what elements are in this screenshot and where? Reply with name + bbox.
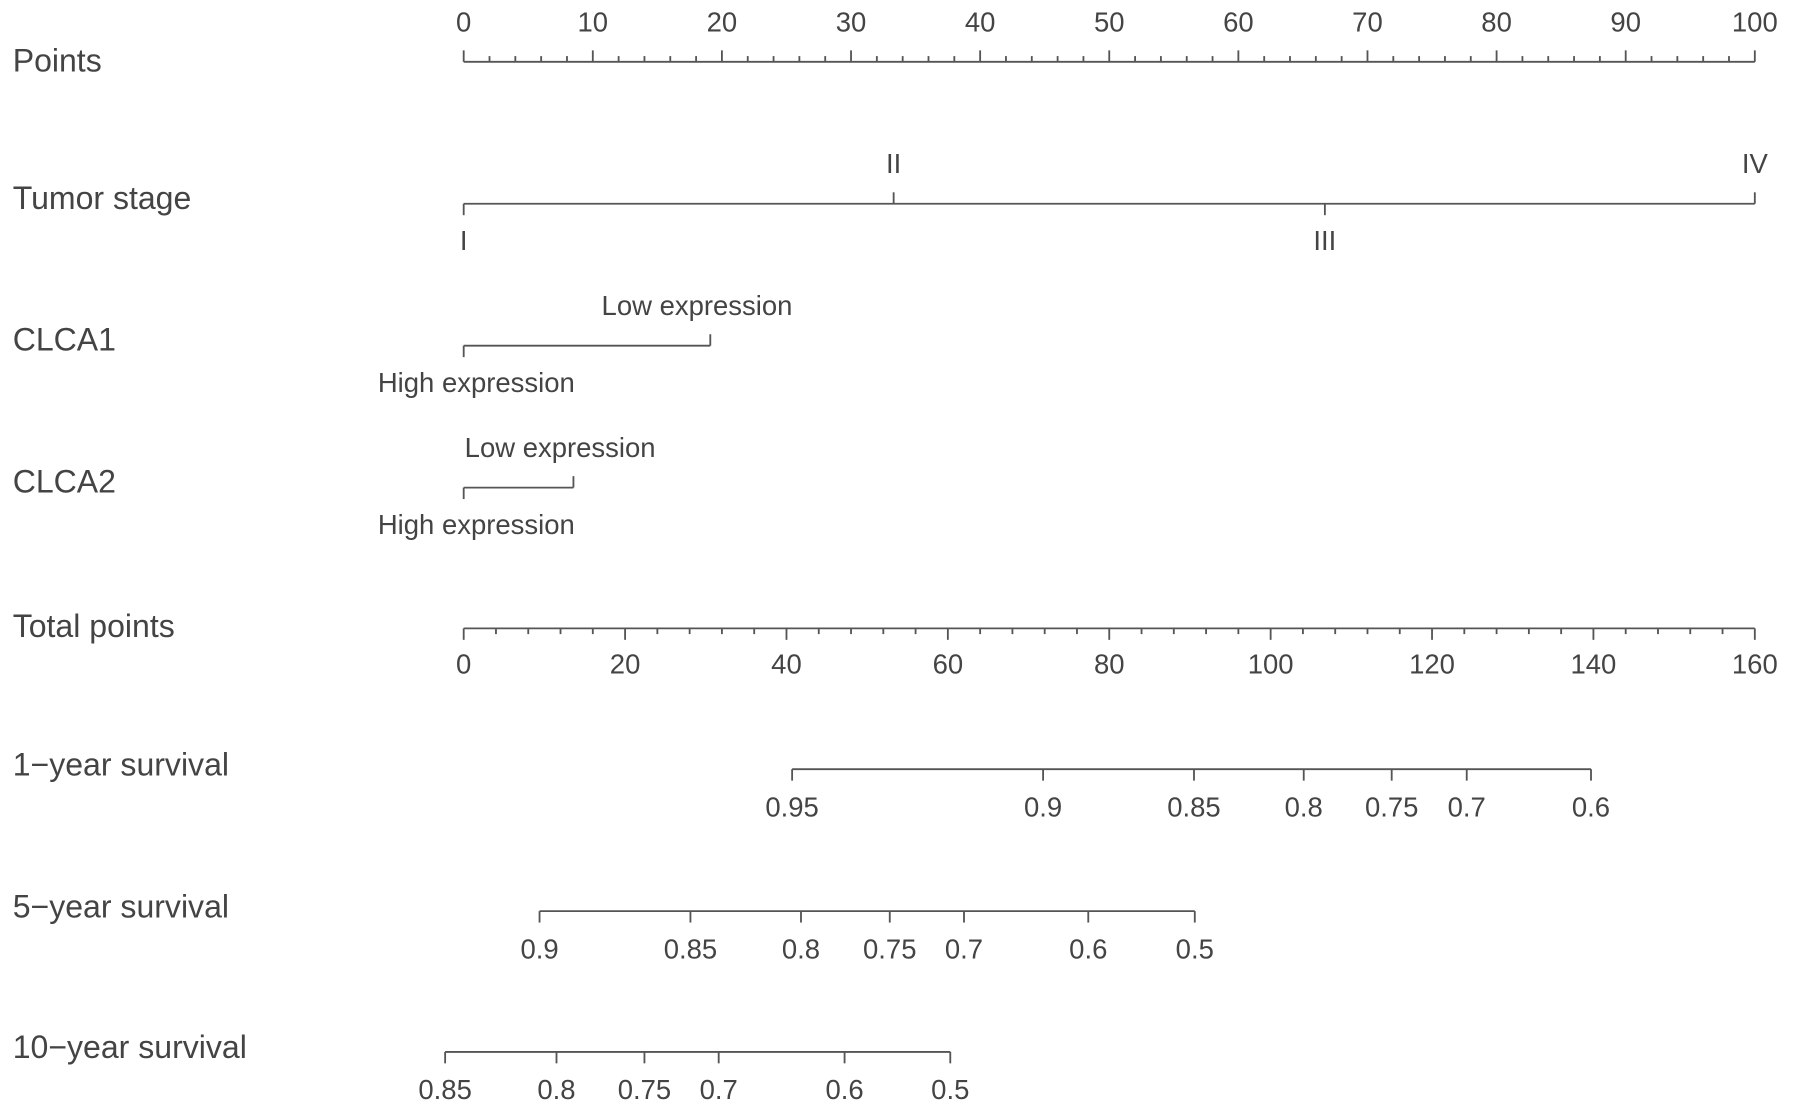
tick-label: 20 (707, 6, 738, 37)
tick-label: 0.9 (520, 933, 558, 964)
tick-label: 20 (610, 648, 641, 679)
tick-label: 0.6 (825, 1074, 863, 1105)
tick-label: 100 (1732, 6, 1778, 37)
tick-label: 0.95 (765, 791, 818, 822)
tick-label: 0.5 (1176, 933, 1214, 964)
tick-label: 0.75 (618, 1074, 671, 1105)
tick-label: 30 (836, 6, 867, 37)
level-label: I (460, 225, 468, 256)
row-label: 5−year survival (13, 888, 229, 924)
row-label: 1−year survival (13, 746, 229, 782)
tick-label: 0.9 (1024, 791, 1062, 822)
tick-label: 0.85 (1167, 791, 1220, 822)
tick-label: 140 (1571, 648, 1617, 679)
tick-label: 0.7 (945, 933, 983, 964)
tick-label: 0.85 (664, 933, 717, 964)
tick-label: 0 (456, 6, 471, 37)
tick-label: 0.6 (1572, 791, 1610, 822)
tick-label: 160 (1732, 648, 1778, 679)
tick-label: 40 (965, 6, 996, 37)
tick-label: 60 (933, 648, 964, 679)
tick-label: 10 (578, 6, 609, 37)
tick-label: 120 (1409, 648, 1455, 679)
level-label: High expression (378, 509, 575, 540)
row-label: Tumor stage (13, 180, 192, 216)
tick-label: 80 (1094, 648, 1125, 679)
tick-label: 50 (1094, 6, 1125, 37)
level-label: IV (1742, 148, 1769, 179)
level-label: II (886, 148, 901, 179)
row-label: Points (13, 42, 102, 78)
level-label: High expression (378, 367, 575, 398)
tick-label: 90 (1610, 6, 1641, 37)
tick-label: 70 (1352, 6, 1383, 37)
row-label: Total points (13, 608, 175, 644)
row-label: CLCA1 (13, 322, 116, 358)
tick-label: 0.75 (1365, 791, 1418, 822)
level-label: Low expression (602, 290, 793, 321)
tick-label: 0.7 (1448, 791, 1486, 822)
row-label: CLCA2 (13, 464, 116, 500)
row-label: 10−year survival (13, 1029, 247, 1065)
tick-label: 0.8 (537, 1074, 575, 1105)
tick-label: 80 (1481, 6, 1512, 37)
tick-label: 100 (1248, 648, 1294, 679)
level-label: III (1313, 225, 1336, 256)
tick-label: 0.7 (700, 1074, 738, 1105)
level-label: Low expression (465, 432, 656, 463)
tick-label: 0.5 (931, 1074, 969, 1105)
tick-label: 0.85 (418, 1074, 471, 1105)
tick-label: 0.6 (1069, 933, 1107, 964)
tick-label: 0.75 (863, 933, 916, 964)
tick-label: 40 (771, 648, 802, 679)
tick-label: 60 (1223, 6, 1254, 37)
tick-label: 0.8 (1285, 791, 1323, 822)
tick-label: 0 (456, 648, 471, 679)
tick-label: 0.8 (782, 933, 820, 964)
